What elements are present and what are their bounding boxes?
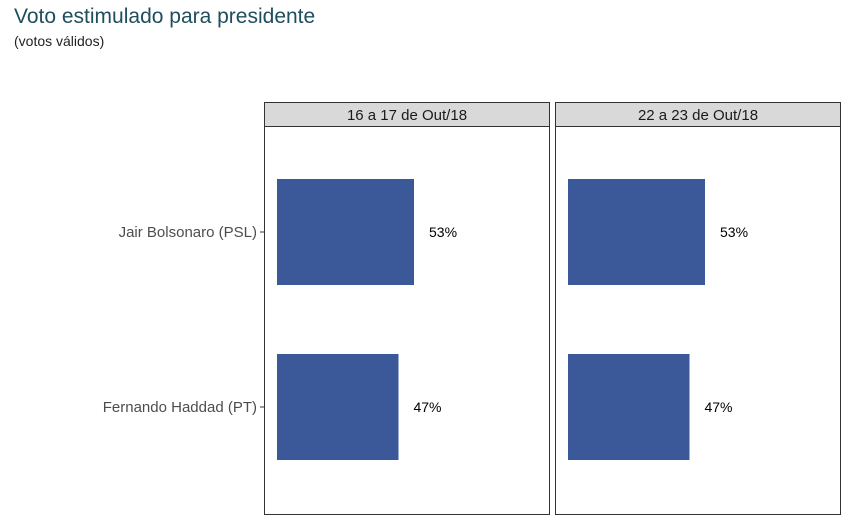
panel: 16 a 17 de Out/18 53% 47% — [264, 102, 550, 515]
bar — [277, 354, 399, 460]
category-labels: Jair Bolsonaro (PSL) Fernando Haddad (PT) — [103, 224, 264, 416]
data-label: 53% — [429, 224, 457, 240]
panel-strip — [264, 102, 550, 127]
panel: 22 a 23 de Out/18 53% 47% — [555, 102, 841, 515]
panel-strip-label: 22 a 23 de Out/18 — [638, 107, 758, 124]
bar — [277, 179, 414, 285]
category-label: Jair Bolsonaro (PSL) — [119, 224, 257, 241]
data-label: 47% — [413, 399, 441, 415]
data-label: 53% — [720, 224, 748, 240]
bar — [568, 354, 690, 460]
panel-strip-label: 16 a 17 de Out/18 — [347, 107, 467, 124]
chart-subtitle: (votos válidos) — [14, 33, 105, 49]
data-label: 47% — [704, 399, 732, 415]
panel-strip — [555, 102, 841, 127]
chart-title: Voto estimulado para presidente — [14, 5, 316, 28]
bar — [568, 179, 705, 285]
category-label: Fernando Haddad (PT) — [103, 399, 257, 416]
